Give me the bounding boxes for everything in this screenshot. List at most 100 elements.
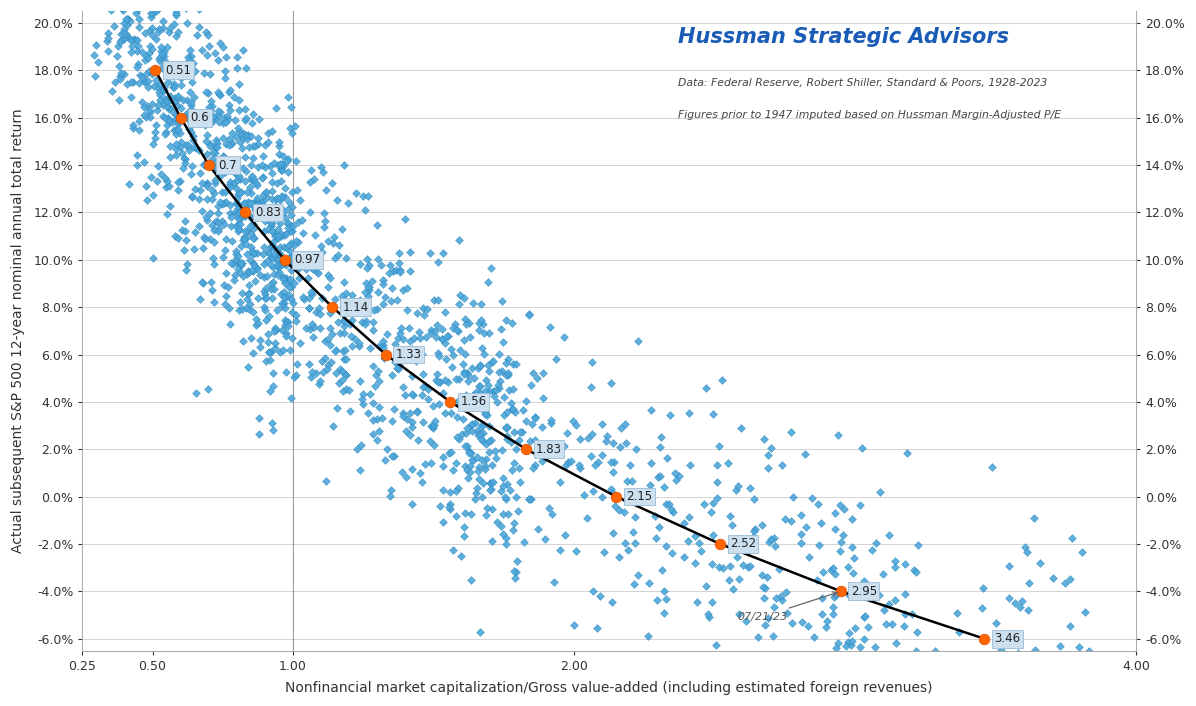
Point [431,376,450,388]
Point [226,270,245,281]
Point [451,550,470,561]
Point [350,376,370,387]
Point [267,193,286,204]
Text: 2.95: 2.95 [850,585,877,598]
Point [570,433,590,445]
Point [236,198,255,209]
Point [230,94,249,105]
Point [111,35,130,46]
Point [166,128,185,140]
Point [709,440,728,451]
Point [1000,561,1019,572]
Point [407,405,426,417]
Point [140,40,159,52]
Point [244,232,263,244]
Point [219,282,238,293]
Point [736,616,755,627]
Point [155,172,175,184]
Point [237,268,256,280]
Point [403,371,422,382]
Point [469,461,488,472]
Point [231,187,250,198]
Point [762,651,781,662]
Point [300,259,319,270]
Point [244,108,263,119]
Point [133,71,152,83]
Point [203,100,222,111]
Point [210,90,230,101]
Point [283,371,303,383]
Point [110,60,129,71]
Point [401,335,420,347]
Point [275,292,294,303]
Point [439,448,458,459]
Point [881,618,901,629]
Point [205,162,224,173]
Point [329,249,348,261]
Point [758,450,777,461]
Point [873,568,892,579]
Point [92,0,111,11]
Point [159,181,178,192]
Point [838,561,858,573]
Point [184,141,203,152]
Point [447,324,466,335]
Point [166,114,185,125]
Point [239,198,258,210]
Point [282,226,301,237]
Point [492,444,511,455]
Point [157,126,176,138]
Point [252,173,271,184]
Point [201,104,220,116]
Point [871,486,890,498]
Point [385,338,404,349]
Point [898,448,917,459]
Text: 1.56: 1.56 [460,395,487,408]
Point [208,216,227,227]
Point [267,325,286,336]
Point [353,388,372,400]
Point [232,257,251,268]
Point [166,139,185,150]
Point [356,277,376,289]
Point [896,559,915,570]
Point [279,317,298,328]
Point [880,599,899,610]
Point [877,618,896,630]
Point [390,360,409,371]
Point [195,159,214,170]
Point [446,510,465,522]
Point [321,273,340,284]
Point [304,173,323,184]
Point [490,366,509,377]
Point [493,480,512,491]
Point [588,456,608,467]
Point [231,259,250,270]
Point [226,249,245,260]
Point [214,279,233,290]
Point [206,113,225,124]
Point [792,510,811,521]
Point [199,383,218,395]
Point [303,263,322,275]
Point [190,294,209,305]
Point [167,232,187,244]
Point [454,441,474,452]
Point [155,112,175,124]
Point [480,477,499,489]
Point [401,246,420,258]
Point [421,435,440,446]
Point [481,477,500,489]
Point [434,248,453,259]
Point [166,10,185,21]
Point [225,178,244,189]
Point [245,204,264,215]
Point [509,462,529,474]
Point [745,523,764,534]
Point [323,301,342,313]
Point [282,186,301,198]
Point [360,282,379,293]
Point [238,186,257,198]
Point [256,186,275,197]
Point [813,608,832,619]
